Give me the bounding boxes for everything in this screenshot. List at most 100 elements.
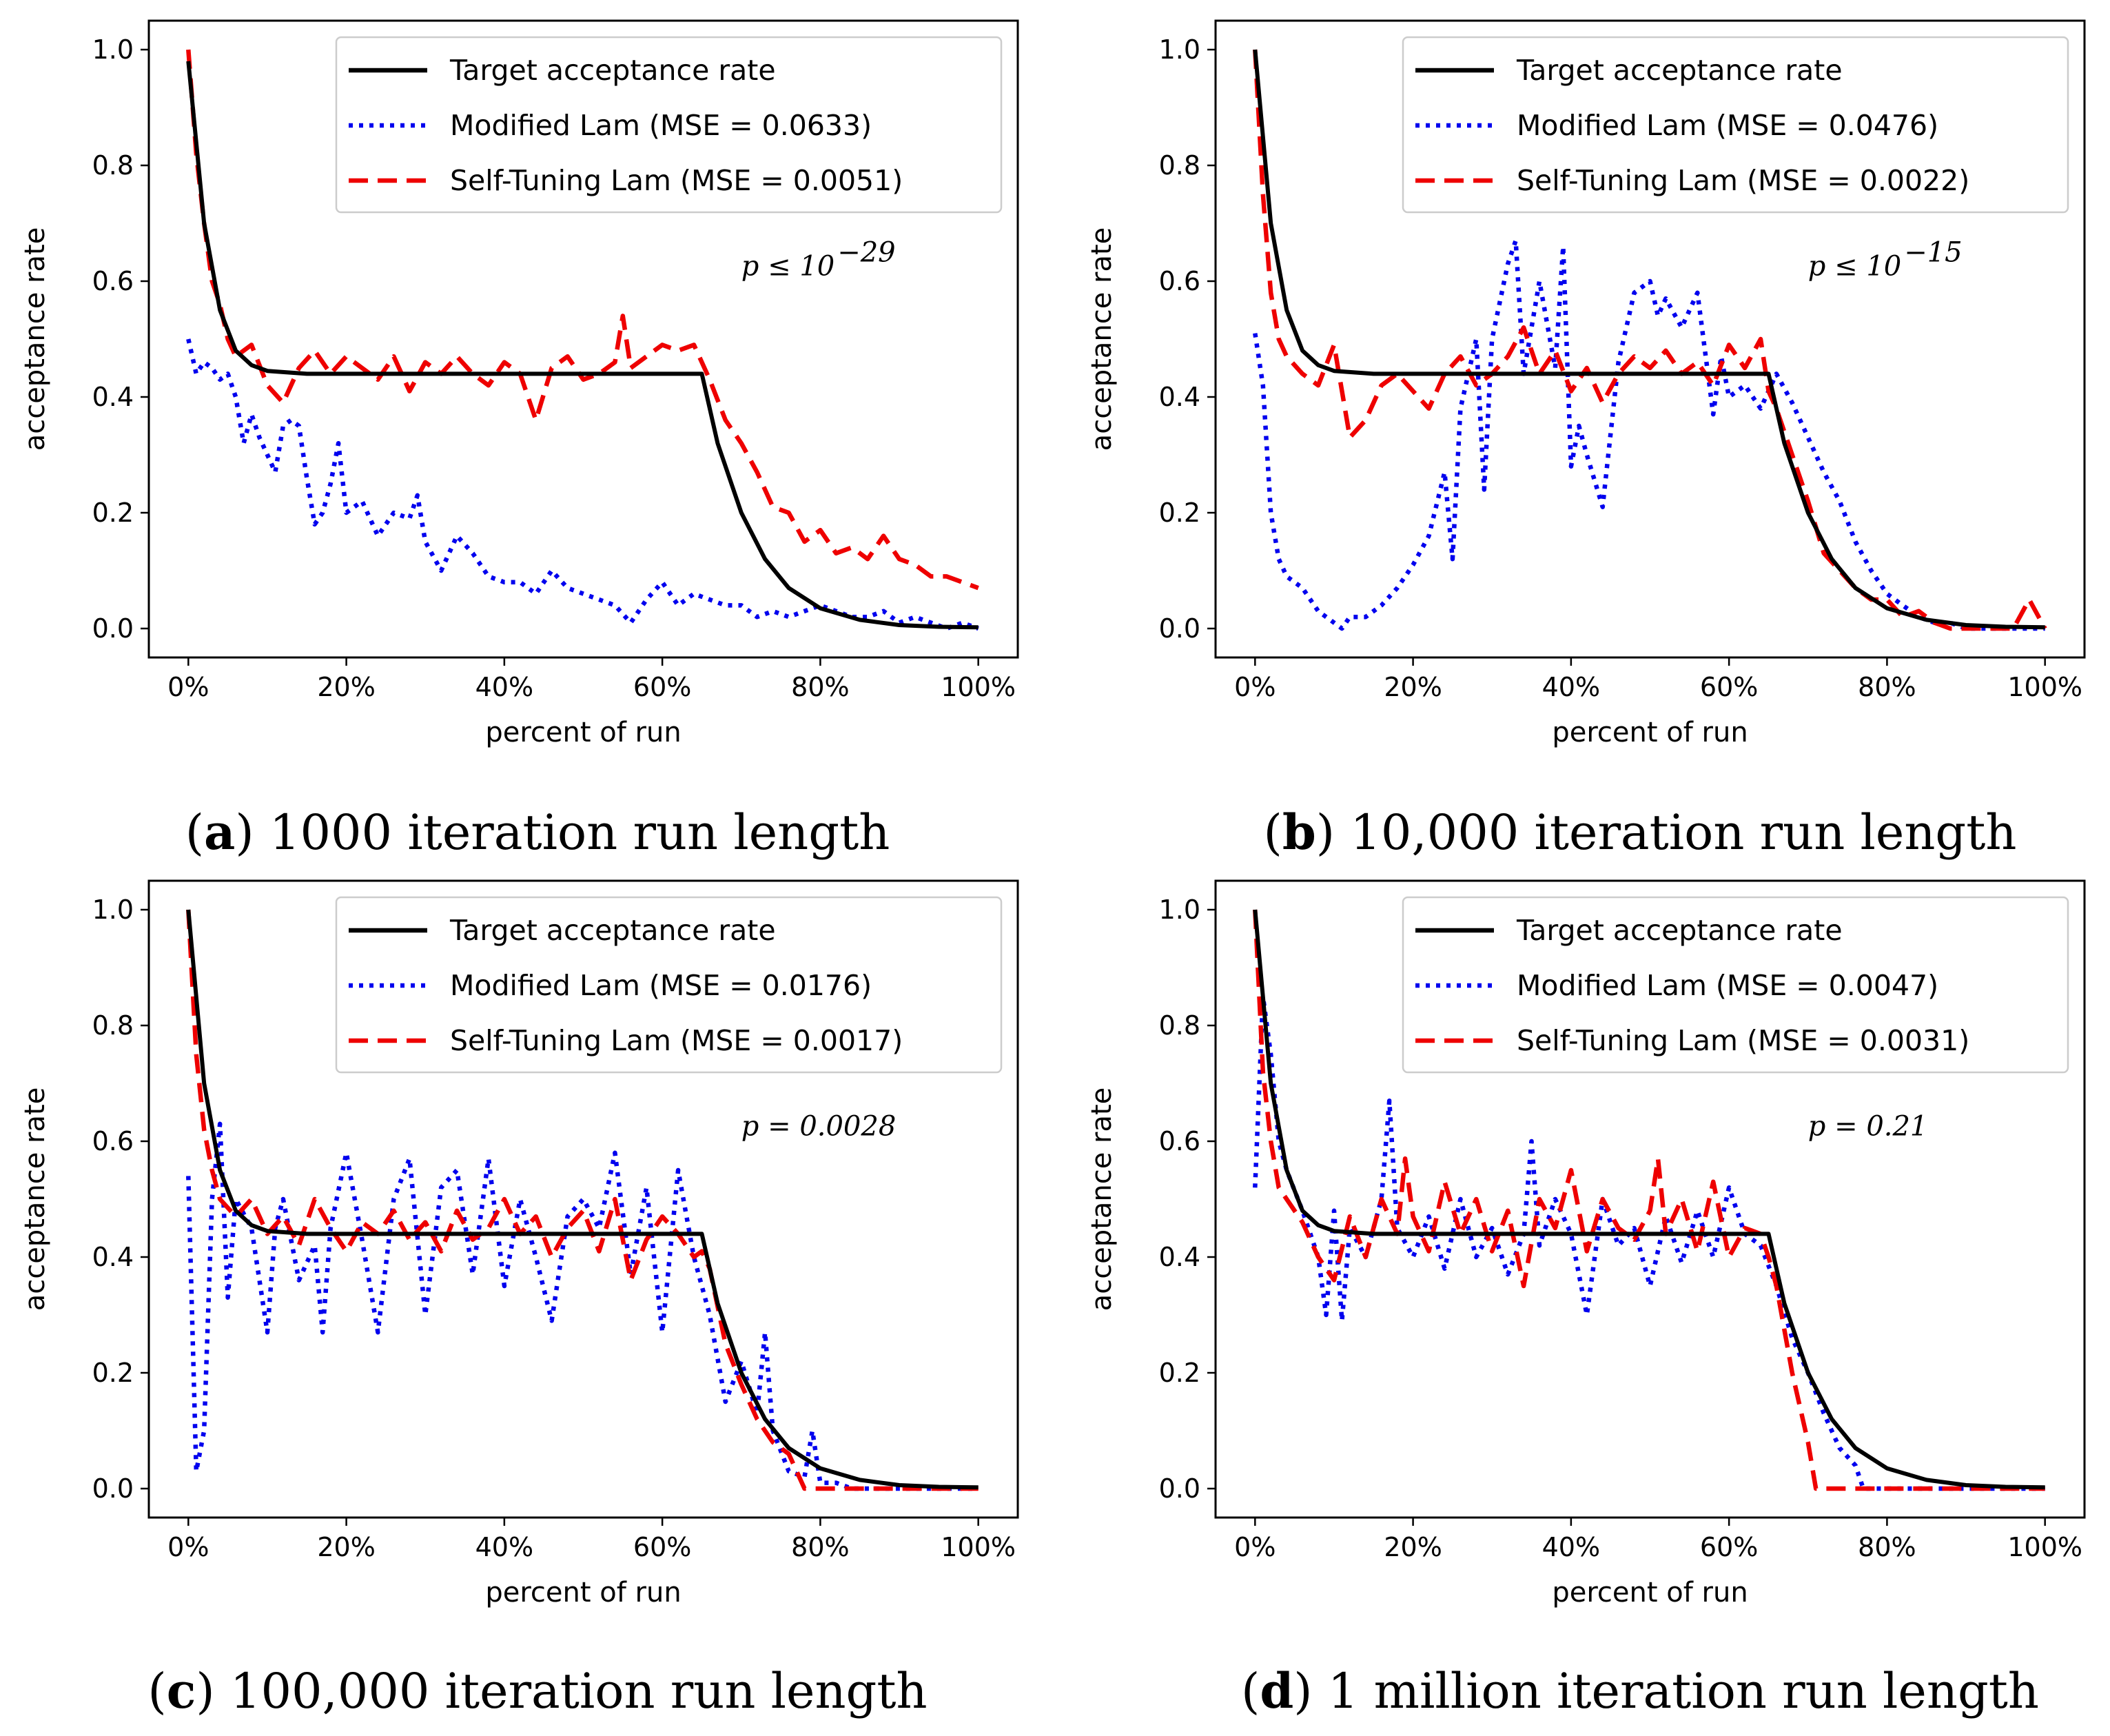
caption-close: ) xyxy=(196,1663,230,1719)
x-tick-label: 80% xyxy=(791,672,849,702)
y-tick-label: 0.4 xyxy=(92,1242,134,1272)
chart-panel-d: 0% 20% 40% 60% 80% 100% 0.0 0.2 0.4 0.6 0.8 1.0 perc… xyxy=(1086,879,2086,1719)
p-value-annotation: p = 0.21 xyxy=(1808,1111,1928,1143)
x-tick-label: 100% xyxy=(2007,672,2082,702)
p-value-exponent: −29 xyxy=(837,237,895,269)
legend-entry: Target acceptance rate xyxy=(1516,914,1843,947)
x-tick-label: 0% xyxy=(1234,672,1276,702)
legend-entry: Modified Lam (MSE = 0.0047) xyxy=(1517,969,1938,1002)
y-tick-label: 0.2 xyxy=(1159,1358,1200,1388)
caption-text: 1 million iteration run length xyxy=(1328,1663,2039,1719)
caption-text: 10,000 iteration run length xyxy=(1350,804,2016,861)
caption-letter: c xyxy=(167,1662,196,1719)
series-line-self-tuning-lam xyxy=(1253,909,2045,1491)
chart-panel-a: 0% 20% 40% 60% 80% 100% 0.0 0.2 0.4 0.6 0.8 1.0 perc… xyxy=(19,19,1019,861)
x-tick-label: 60% xyxy=(1700,672,1758,702)
x-tick-label: 20% xyxy=(1384,1532,1442,1562)
x-tick-label: 80% xyxy=(1858,672,1916,702)
y-tick-label: 0.2 xyxy=(1159,498,1200,528)
x-tick-label: 0% xyxy=(167,672,209,702)
y-tick-label: 0.2 xyxy=(92,498,134,528)
series-line-modified-lam xyxy=(1253,238,2045,631)
caption-letter: a xyxy=(204,804,235,861)
axes-frame xyxy=(147,879,1019,1519)
legend: Target acceptance rate Modified Lam (MSE … xyxy=(1402,896,2069,1074)
figure-caption: (c) 100,000 iteration run length xyxy=(147,1662,927,1719)
x-tick-label: 100% xyxy=(941,672,1016,702)
series-line-modified-lam xyxy=(186,1121,979,1491)
caption-close: ) xyxy=(1293,1663,1328,1719)
y-axis-label: acceptance rate xyxy=(1086,227,1118,451)
legend-entry: Modified Lam (MSE = 0.0176) xyxy=(450,969,872,1002)
y-tick-label: 0.6 xyxy=(92,1126,134,1156)
y-tick-label: 0.8 xyxy=(1159,150,1200,181)
caption-open: ( xyxy=(1264,804,1282,861)
y-axis-label: acceptance rate xyxy=(1086,1087,1118,1311)
x-tick-label: 40% xyxy=(475,672,533,702)
legend-entry: Target acceptance rate xyxy=(1516,54,1843,87)
legend-entry: Target acceptance rate xyxy=(449,914,776,947)
y-tick-label: 0.2 xyxy=(92,1358,134,1388)
legend-box xyxy=(1402,896,2069,1074)
caption-text: 100,000 iteration run length xyxy=(230,1663,928,1719)
x-tick-label: 80% xyxy=(791,1532,849,1562)
y-tick-label: 1.0 xyxy=(1159,34,1200,65)
caption-close: ) xyxy=(235,804,269,861)
y-tick-label: 0.8 xyxy=(1159,1010,1200,1041)
legend-box xyxy=(335,36,1003,214)
y-tick-label: 0.0 xyxy=(1159,613,1200,644)
series-line-self-tuning-lam xyxy=(186,909,979,1491)
figure-caption: (a) 1000 iteration run length xyxy=(185,804,890,861)
axes-frame xyxy=(147,19,1019,659)
y-tick-label: 0.0 xyxy=(92,613,134,644)
y-tick-label: 1.0 xyxy=(92,34,134,65)
x-tick-label: 60% xyxy=(633,672,691,702)
legend-entry: Self-Tuning Lam (MSE = 0.0031) xyxy=(1517,1024,1969,1057)
legend-entry: Self-Tuning Lam (MSE = 0.0022) xyxy=(1517,164,1969,197)
x-tick-label: 80% xyxy=(1858,1532,1916,1562)
x-tick-label: 20% xyxy=(317,672,375,702)
legend: Target acceptance rate Modified Lam (MSE … xyxy=(335,36,1003,214)
x-tick-label: 40% xyxy=(1542,672,1600,702)
series-line-self-tuning-lam xyxy=(1253,49,2047,631)
p-value-exponent: −15 xyxy=(1904,237,1962,269)
x-tick-label: 40% xyxy=(1542,1532,1600,1562)
legend-entry: Target acceptance rate xyxy=(449,54,776,87)
p-value-annotation: p ≤ 10 xyxy=(1808,251,1901,283)
figure-caption: (d) 1 million iteration run length xyxy=(1241,1662,2039,1719)
p-value-annotation: p = 0.0028 xyxy=(741,1111,897,1143)
y-tick-label: 0.4 xyxy=(92,382,134,412)
series-line-target-acceptance-rate xyxy=(186,909,979,1490)
caption-open: ( xyxy=(185,804,204,861)
x-axis-label: percent of run xyxy=(485,717,681,748)
x-tick-label: 20% xyxy=(317,1532,375,1562)
series-line-target-acceptance-rate xyxy=(1253,49,2045,630)
caption-letter: d xyxy=(1260,1662,1293,1719)
x-tick-label: 100% xyxy=(2007,1532,2082,1562)
caption-close: ) xyxy=(1316,804,1351,861)
legend-entry: Modified Lam (MSE = 0.0476) xyxy=(1517,109,1938,142)
x-axis-label: percent of run xyxy=(1552,717,1748,748)
legend-entry: Modified Lam (MSE = 0.0633) xyxy=(450,109,872,142)
y-tick-label: 0.6 xyxy=(1159,266,1200,296)
chart-panel-c: 0% 20% 40% 60% 80% 100% 0.0 0.2 0.4 0.6 0.8 1.0 perc… xyxy=(19,879,1019,1719)
axes-frame xyxy=(1214,879,2086,1519)
figure-caption: (b) 10,000 iteration run length xyxy=(1264,804,2017,861)
series-line-target-acceptance-rate xyxy=(1253,909,2045,1490)
y-tick-label: 0.0 xyxy=(1159,1473,1200,1504)
x-tick-label: 0% xyxy=(1234,1532,1276,1562)
x-axis-label: percent of run xyxy=(485,1577,681,1609)
series-line-target-acceptance-rate xyxy=(186,61,979,630)
y-tick-label: 0.8 xyxy=(92,1010,134,1041)
y-tick-label: 0.4 xyxy=(1159,382,1200,412)
legend-box xyxy=(1402,36,2069,214)
y-tick-label: 0.6 xyxy=(1159,1126,1200,1156)
axes-frame xyxy=(1214,19,2086,659)
y-axis-label: acceptance rate xyxy=(19,1087,51,1311)
series-line-modified-lam xyxy=(1253,994,2045,1491)
y-tick-label: 0.4 xyxy=(1159,1242,1200,1272)
legend: Target acceptance rate Modified Lam (MSE … xyxy=(1402,36,2069,214)
y-tick-label: 1.0 xyxy=(1159,895,1200,925)
chart-panel-b: 0% 20% 40% 60% 80% 100% 0.0 0.2 0.4 0.6 0.8 1.0 perc… xyxy=(1086,19,2086,861)
y-tick-label: 0.0 xyxy=(92,1473,134,1504)
